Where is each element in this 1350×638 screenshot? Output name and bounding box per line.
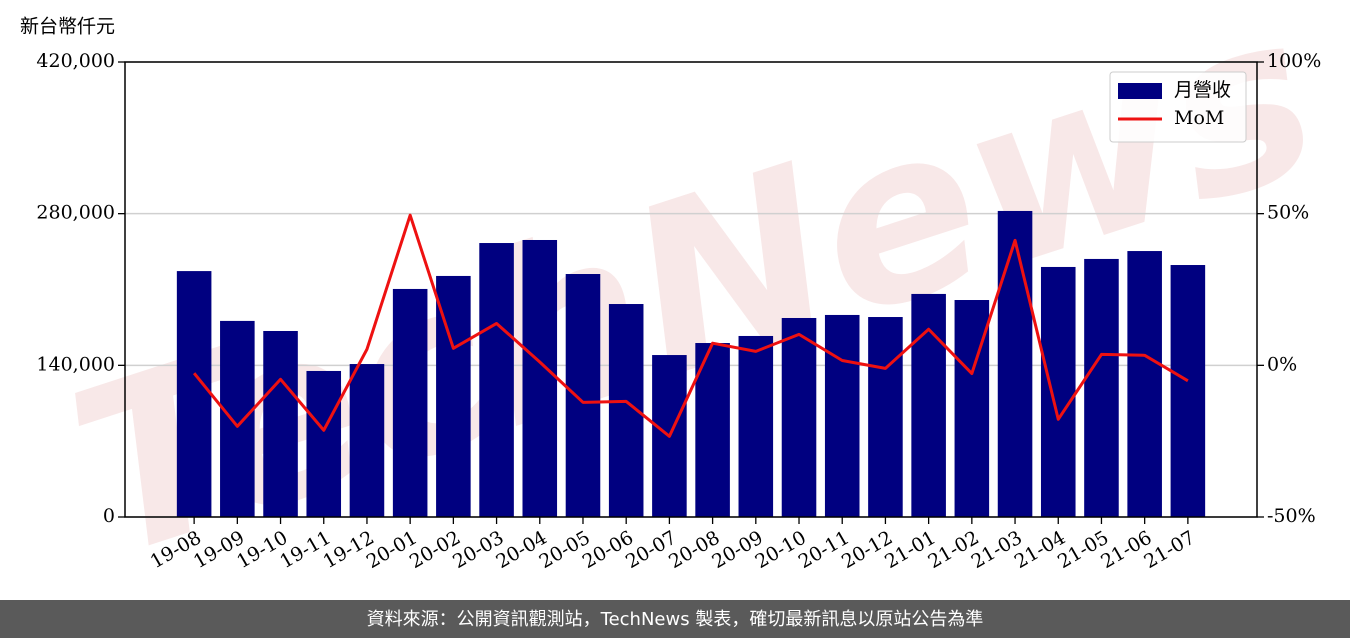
y-tick-label: 0 bbox=[103, 505, 115, 527]
bar bbox=[220, 320, 255, 517]
y2-tick-label: 100% bbox=[1267, 50, 1321, 72]
bar bbox=[1084, 258, 1119, 517]
footer: 資料來源：公開資訊觀測站，TechNews 製表，確切最新訊息以原站公告為準 bbox=[367, 609, 984, 630]
y-tick-label: 280,000 bbox=[36, 202, 115, 224]
bar bbox=[522, 239, 558, 517]
bar bbox=[392, 288, 428, 517]
y-tick-label: 140,000 bbox=[36, 353, 115, 375]
bar bbox=[306, 370, 342, 517]
bar bbox=[263, 330, 298, 517]
legend-label: MoM bbox=[1174, 107, 1224, 129]
bar bbox=[738, 335, 774, 517]
x-tick-label: 21-07 bbox=[1140, 527, 1198, 573]
bar bbox=[176, 271, 212, 517]
y2-tick-label: -50% bbox=[1267, 505, 1316, 527]
bar bbox=[781, 317, 817, 517]
footer-bar bbox=[0, 600, 1350, 638]
bar bbox=[824, 314, 860, 517]
bar bbox=[349, 364, 385, 517]
y-tick-label: 420,000 bbox=[36, 50, 115, 72]
plot-frame bbox=[124, 61, 1258, 518]
bar bbox=[565, 274, 601, 517]
y-unit-label: 新台幣仟元 bbox=[20, 16, 115, 38]
legend-swatch bbox=[1118, 83, 1162, 99]
bar bbox=[868, 317, 903, 517]
bar bbox=[479, 243, 514, 517]
bar bbox=[911, 293, 946, 517]
bar bbox=[1040, 266, 1076, 517]
bar bbox=[1127, 251, 1162, 517]
legend-label: 月營收 bbox=[1174, 79, 1231, 101]
bar bbox=[1170, 265, 1206, 517]
bar bbox=[997, 210, 1033, 518]
y2-tick-label: 0% bbox=[1267, 353, 1297, 375]
line bbox=[192, 213, 1189, 438]
bar bbox=[695, 343, 730, 517]
y2-tick-label: 50% bbox=[1267, 202, 1309, 224]
